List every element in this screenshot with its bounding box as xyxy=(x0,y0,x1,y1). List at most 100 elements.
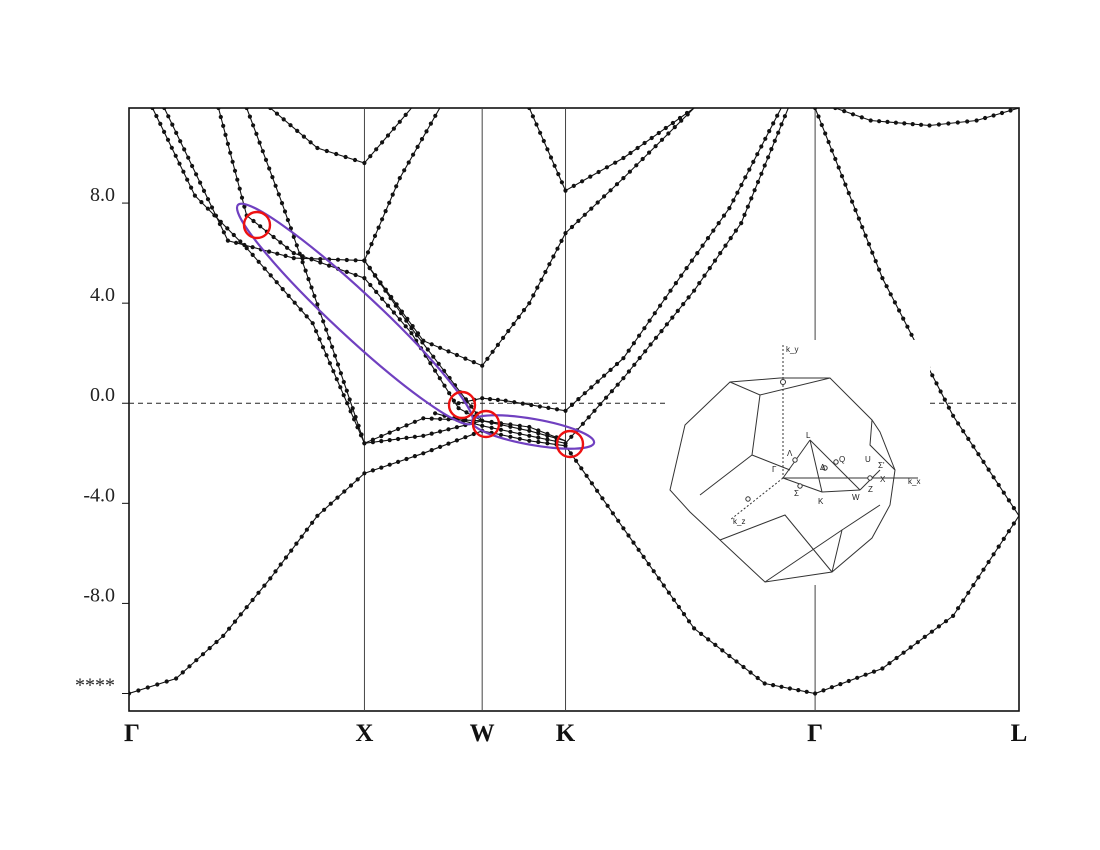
band-point xyxy=(397,317,402,322)
band-point xyxy=(198,180,203,185)
band-point xyxy=(877,267,882,272)
band-point xyxy=(268,108,273,111)
band-point xyxy=(535,285,540,290)
band-point xyxy=(986,559,991,565)
band-point xyxy=(887,661,892,666)
band-point xyxy=(991,113,996,118)
band-point xyxy=(213,213,219,218)
band-point xyxy=(257,140,262,145)
band-point xyxy=(281,117,286,122)
band-point xyxy=(537,404,543,409)
band-point xyxy=(651,569,656,574)
band-point xyxy=(543,269,548,275)
band-point xyxy=(705,236,711,241)
band-point xyxy=(424,129,429,134)
band-point xyxy=(996,544,1001,549)
band-point xyxy=(943,619,949,624)
band-point xyxy=(487,397,493,402)
band-point xyxy=(658,303,663,308)
bz-point-label: Σ xyxy=(794,489,799,498)
band-point xyxy=(365,250,371,255)
band-point xyxy=(951,413,956,418)
band-point xyxy=(548,155,554,160)
band-point xyxy=(668,288,673,293)
bz-point-label: Γ xyxy=(772,465,777,474)
band-point xyxy=(782,114,788,119)
band-point xyxy=(966,436,971,441)
y-tick-label: 0.0 xyxy=(90,384,115,406)
band-point xyxy=(276,192,281,197)
band-point xyxy=(182,147,187,152)
bz-point-label: U xyxy=(865,455,871,464)
band-point xyxy=(527,428,532,433)
band-point xyxy=(421,416,426,421)
band-point xyxy=(604,395,609,400)
band-point xyxy=(508,429,513,434)
band-point xyxy=(412,419,417,424)
band-point xyxy=(579,466,584,471)
band-point xyxy=(600,496,605,501)
band-point xyxy=(631,341,637,346)
band-point xyxy=(231,232,236,238)
band-point xyxy=(362,441,367,446)
band-point xyxy=(720,648,725,653)
band-point xyxy=(721,213,727,218)
band-point xyxy=(733,228,739,233)
band-point xyxy=(576,218,581,223)
band-point xyxy=(348,483,354,488)
band-point xyxy=(300,254,305,259)
band-point xyxy=(341,393,346,398)
band-point xyxy=(480,363,485,368)
bz-point-label: Λ xyxy=(787,449,793,458)
band-point xyxy=(379,439,384,444)
band-point xyxy=(279,201,285,206)
band-point xyxy=(643,349,648,354)
band-point xyxy=(251,218,256,224)
bz-point-label: L xyxy=(806,431,811,440)
band-point xyxy=(260,149,265,154)
band-point xyxy=(681,612,687,617)
band-point xyxy=(901,650,906,655)
band-point xyxy=(670,120,676,126)
band-point xyxy=(304,314,309,319)
band-point xyxy=(596,169,601,175)
band-point xyxy=(632,362,637,367)
band-point xyxy=(901,316,906,321)
band-point xyxy=(310,321,315,326)
band-point xyxy=(291,234,296,239)
band-point xyxy=(697,281,702,286)
band-point xyxy=(527,301,532,306)
band-point xyxy=(512,400,517,405)
band-point xyxy=(344,257,349,263)
band-point xyxy=(614,182,620,187)
band-point xyxy=(589,206,594,211)
band-point xyxy=(616,518,621,523)
band-point xyxy=(595,200,600,205)
band-point xyxy=(209,205,215,210)
band-point xyxy=(692,288,697,293)
band-point xyxy=(839,174,845,179)
band-point xyxy=(463,435,468,440)
band-point xyxy=(608,367,613,372)
band-point xyxy=(752,188,757,193)
band-point xyxy=(731,198,736,203)
band-point xyxy=(194,658,199,663)
band-point xyxy=(291,251,296,256)
band-point xyxy=(251,123,256,128)
band-point xyxy=(446,427,451,432)
band-point xyxy=(868,118,873,123)
x-tick-label: Γ xyxy=(807,720,823,747)
band-point xyxy=(677,115,683,121)
band-point xyxy=(833,108,838,111)
band-point xyxy=(421,451,426,456)
band-point xyxy=(521,308,527,313)
band-point xyxy=(289,548,294,553)
band-point xyxy=(569,402,575,407)
bz-point-label: K xyxy=(818,497,824,506)
band-point xyxy=(396,426,401,432)
band-point xyxy=(1011,506,1017,511)
band-point xyxy=(429,431,434,436)
band-point xyxy=(327,336,332,341)
